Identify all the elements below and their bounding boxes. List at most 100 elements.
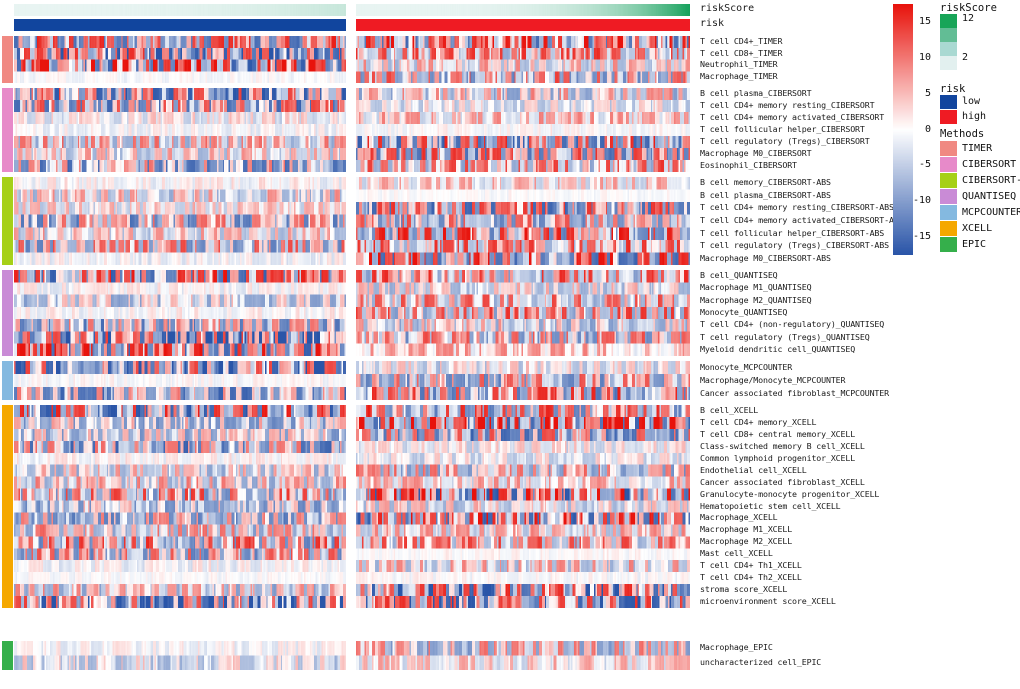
- heatmap-block-timer-high: [356, 36, 690, 83]
- method-strip-xcell: [2, 405, 13, 608]
- value-colorbar: [893, 4, 913, 255]
- row-label: Granulocyte-monocyte progenitor_XCELL: [700, 488, 880, 499]
- row-label: Macrophage_EPIC: [700, 642, 773, 653]
- row-label: B cell plasma_CIBERSORT-ABS: [700, 189, 831, 200]
- method-swatch-cibersort: [940, 157, 957, 172]
- row-label: T cell CD4+ memory activated_CIBERSORT: [700, 112, 885, 122]
- annotation-risk-low: [14, 19, 346, 31]
- heatmap-block-cibersort-high: [356, 88, 690, 172]
- colorbar-tick: -15: [912, 231, 931, 243]
- row-label: B cell memory_CIBERSORT-ABS: [700, 177, 831, 188]
- row-label: T cell follicular helper_CIBERSORT: [700, 124, 865, 134]
- legend-title-risk: risk: [940, 83, 966, 95]
- method-legend-label: CIBERSORT-ABS: [962, 175, 1020, 186]
- row-label: T cell follicular helper_CIBERSORT-ABS: [700, 227, 885, 238]
- row-label: Endothelial cell_XCELL: [700, 464, 807, 475]
- row-label: Macrophage M1_XCELL: [700, 524, 793, 535]
- heatmap-block-cibersort-low: [14, 88, 346, 172]
- row-label: T cell CD4+ memory activated_CIBERSORT-A…: [700, 215, 904, 225]
- heatmap-block-cibersort-abs-low: [14, 177, 346, 265]
- method-swatch-xcell: [940, 221, 957, 236]
- row-label: Macrophage M0_CIBERSORT-ABS: [700, 252, 831, 263]
- row-label: Class-switched memory B cell_XCELL: [700, 440, 865, 451]
- method-swatch-epic: [940, 237, 957, 252]
- row-label: T cell CD4+ Th2_XCELL: [700, 572, 802, 583]
- method-swatch-quantiseq: [940, 189, 957, 204]
- heatmap-block-timer-low: [14, 36, 346, 83]
- annotation-riskscore-high: [356, 4, 690, 16]
- row-label: Common lymphoid progenitor_XCELL: [700, 452, 856, 463]
- row-label: T cell CD4+ memory resting_CIBERSORT-ABS: [700, 202, 894, 213]
- method-swatch-mcpcounter: [940, 205, 957, 220]
- colorbar-tick: 15: [918, 15, 931, 27]
- method-legend-label: MCPCOUNTER: [962, 207, 1020, 218]
- method-strip-mcpcounter: [2, 361, 13, 400]
- method-legend-label: TIMER: [962, 143, 993, 154]
- row-label: Cancer associated fibroblast_MCPCOUNTER: [700, 387, 889, 398]
- heatmap-block-xcell-high: [356, 405, 690, 608]
- colorbar-tick: -10: [912, 195, 931, 207]
- row-label: Eosinophil_CIBERSORT: [700, 160, 797, 170]
- method-swatch-cibersort-abs: [940, 173, 957, 188]
- row-label: Macrophage/Monocyte_MCPCOUNTER: [700, 374, 846, 385]
- row-label: T cell CD4+ Th1_XCELL: [700, 560, 802, 571]
- row-label: Macrophage M0_CIBERSORT: [700, 148, 812, 158]
- annotation-risk-high: [356, 19, 690, 31]
- legend-title-methods: Methods: [940, 128, 985, 140]
- risk-swatch-low: [940, 95, 957, 109]
- method-legend-label: CIBERSORT: [962, 159, 1017, 170]
- riskscore-swatch: [940, 28, 957, 42]
- row-label: T cell regulatory (Tregs)_CIBERSORT: [700, 136, 870, 146]
- riskscore-swatch: [940, 14, 957, 28]
- colorbar-tick: 0: [924, 123, 931, 135]
- legend-title-riskscore: riskScore: [940, 2, 997, 14]
- row-label: T cell regulatory (Tregs)_QUANTISEQ: [700, 331, 870, 342]
- method-legend-label: EPIC: [962, 239, 987, 250]
- row-label: B cell plasma_CIBERSORT: [700, 88, 812, 98]
- riskscore-swatch: [940, 56, 957, 70]
- row-label: uncharacterized cell_EPIC: [700, 656, 822, 667]
- row-label: T cell CD4+ memory resting_CIBERSORT: [700, 100, 875, 110]
- heatmap-block-xcell-low: [14, 405, 346, 608]
- annotation-riskscore-low: [14, 4, 346, 16]
- risk-legend-label: high: [962, 111, 987, 122]
- row-label: Mast cell_XCELL: [700, 548, 773, 559]
- row-label: B cell_QUANTISEQ: [700, 270, 778, 281]
- annotation-label-risk: risk: [700, 18, 725, 29]
- row-label: Macrophage M2_XCELL: [700, 536, 793, 547]
- method-swatch-timer: [940, 141, 957, 156]
- method-legend-label: QUANTISEQ: [962, 191, 1017, 202]
- riskscore-min-label: 2: [962, 52, 969, 63]
- row-label: Hematopoietic stem cell_XCELL: [700, 500, 841, 511]
- method-legend-label: XCELL: [962, 223, 993, 234]
- method-strip-quantiseq: [2, 270, 13, 356]
- heatmap-block-mcpcounter-high: [356, 361, 690, 400]
- row-label: Macrophage M2_QUANTISEQ: [700, 294, 812, 305]
- heatmap-block-quantiseq-low: [14, 270, 346, 356]
- row-label: Monocyte_QUANTISEQ: [700, 307, 788, 317]
- row-label: stroma score_XCELL: [700, 584, 788, 595]
- row-label: Myeloid dendritic cell_QUANTISEQ: [700, 343, 856, 354]
- row-label: Cancer associated fibroblast_XCELL: [700, 476, 865, 487]
- row-label: B cell_XCELL: [700, 404, 759, 415]
- colorbar-tick: -5: [918, 159, 931, 171]
- method-strip-epic: [2, 641, 13, 670]
- row-label: Macrophage M1_QUANTISEQ: [700, 282, 812, 293]
- heatmap-block-quantiseq-high: [356, 270, 690, 356]
- colorbar-tick: 5: [924, 87, 931, 99]
- risk-legend-label: low: [962, 96, 981, 107]
- row-label: T cell CD4+ (non-regulatory)_QUANTISEQ: [700, 319, 885, 330]
- row-label: T cell regulatory (Tregs)_CIBERSORT-ABS: [700, 240, 889, 251]
- heatmap-block-epic-low: [14, 641, 346, 670]
- risk-swatch-high: [940, 110, 957, 124]
- riskscore-max-label: 12: [962, 13, 975, 24]
- row-label: Macrophage_XCELL: [700, 512, 778, 523]
- heatmap-block-cibersort-abs-high: [356, 177, 690, 265]
- method-strip-cibersort-abs: [2, 177, 13, 265]
- row-label: Macrophage_TIMER: [700, 71, 778, 82]
- method-strip-timer: [2, 36, 13, 83]
- row-label: Monocyte_MCPCOUNTER: [700, 361, 793, 372]
- row-label: T cell CD4+_TIMER: [700, 35, 783, 46]
- annotation-label-riskScore: riskScore: [700, 3, 755, 14]
